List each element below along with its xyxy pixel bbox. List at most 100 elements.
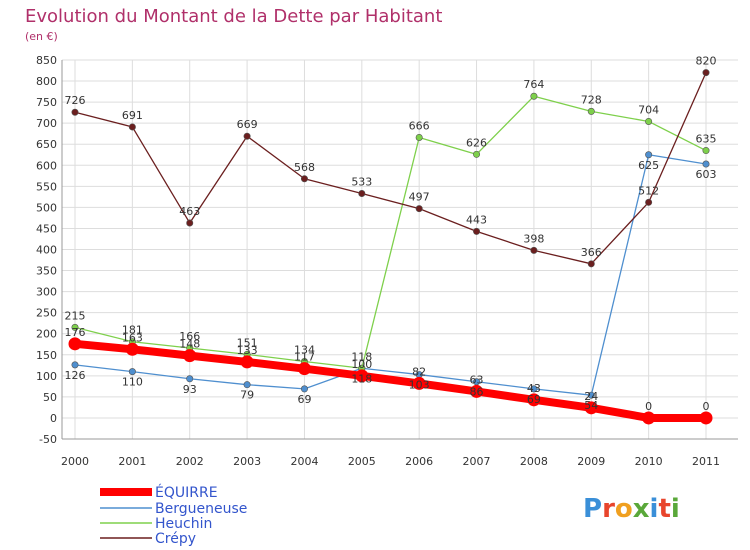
data-label: 820 [696, 55, 717, 68]
data-label: 704 [638, 103, 659, 116]
data-point [702, 160, 710, 168]
data-point [128, 123, 136, 131]
data-point [645, 151, 653, 159]
chart-subtitle: (en €) [25, 30, 58, 43]
logo-letter: i [650, 494, 659, 524]
data-label: 366 [581, 246, 602, 259]
data-label: 568 [294, 161, 315, 174]
y-tick-label: -50 [39, 433, 57, 446]
series-line-3 [74, 72, 707, 265]
x-tick-label: 2005 [348, 455, 376, 468]
x-tick-label: 2010 [635, 455, 663, 468]
y-tick-label: 250 [36, 307, 57, 320]
data-point [530, 385, 538, 393]
y-tick-label: 600 [36, 159, 57, 172]
series-group [68, 69, 713, 425]
data-label: 134 [294, 344, 315, 357]
legend-label: ÉQUIRRE [155, 484, 218, 501]
data-label: 163 [122, 331, 143, 344]
data-label: 764 [523, 78, 544, 91]
data-label: 398 [523, 232, 544, 245]
data-point [240, 355, 254, 369]
data-point [473, 227, 481, 235]
data-point [186, 375, 194, 383]
axes: -50 0 50 100 150 200 250 300 350 400 450 500 550 600 6… [36, 54, 738, 468]
data-point [71, 323, 79, 331]
x-tick-label: 2000 [61, 455, 89, 468]
data-label: 82 [412, 365, 426, 378]
x-tick-label: 2001 [118, 455, 146, 468]
logo-letter: i [671, 494, 680, 524]
data-point [702, 69, 710, 77]
data-label: 69 [527, 393, 541, 406]
legend-label: Crépy [155, 531, 196, 547]
data-point [128, 368, 136, 376]
data-point [125, 342, 139, 356]
data-point [530, 246, 538, 254]
data-point [587, 107, 595, 115]
data-point [530, 92, 538, 100]
data-point [470, 384, 484, 398]
y-tick-label: 850 [36, 54, 57, 67]
data-label: 726 [65, 94, 86, 107]
y-tick-label: 150 [36, 349, 57, 362]
logo-letter: o [615, 494, 633, 524]
data-label: 533 [351, 175, 372, 188]
series-line-1 [74, 154, 707, 396]
data-point [71, 361, 79, 369]
data-labels: 176 163 148 133 117 100 82 63 43 24 0 0 126 110 93 79 69… [65, 55, 717, 413]
x-tick-label: 2004 [290, 455, 318, 468]
data-point [183, 349, 197, 363]
data-point [642, 411, 656, 425]
data-point [412, 376, 426, 390]
y-tick-label: 50 [43, 391, 57, 404]
data-point [527, 393, 541, 407]
data-point [297, 362, 311, 376]
data-label: 669 [237, 118, 258, 131]
data-label: 86 [470, 386, 484, 399]
data-point [702, 147, 710, 155]
data-point [300, 385, 308, 393]
proxiti-logo: Proxiti [583, 494, 680, 524]
series-line-2 [74, 95, 707, 369]
data-point [71, 108, 79, 116]
y-tick-label: 200 [36, 328, 57, 341]
y-tick-label: 800 [36, 75, 57, 88]
y-tick-label: 450 [36, 222, 57, 235]
data-label: 79 [240, 389, 254, 402]
data-label: 176 [65, 326, 86, 339]
data-point [186, 219, 194, 227]
logo-letter: r [602, 494, 615, 524]
data-label: 24 [584, 390, 598, 403]
data-point [243, 381, 251, 389]
data-label: 603 [696, 168, 717, 181]
data-point [243, 132, 251, 140]
y-tick-label: 300 [36, 286, 57, 299]
data-label: 63 [470, 373, 484, 386]
x-tick-label: 2002 [176, 455, 204, 468]
x-tick-label: 2006 [405, 455, 433, 468]
legend-label: Heuchin [155, 516, 212, 532]
data-label: 626 [466, 136, 487, 149]
x-tick-label: 2007 [463, 455, 491, 468]
y-tick-label: 650 [36, 138, 57, 151]
data-label: 0 [703, 400, 710, 413]
y-tick-label: 400 [36, 244, 57, 257]
y-tick-label: 750 [36, 96, 57, 109]
data-point [645, 117, 653, 125]
data-point [584, 401, 598, 415]
x-tick-label: 2003 [233, 455, 261, 468]
data-label: 0 [645, 400, 652, 413]
data-label: 151 [237, 336, 258, 349]
logo-letter: x [633, 494, 650, 524]
data-label: 110 [122, 376, 143, 389]
y-tick-label: 0 [50, 412, 57, 425]
data-label: 118 [351, 350, 372, 363]
data-label: 117 [294, 351, 315, 364]
data-point [415, 205, 423, 213]
data-label: 181 [122, 324, 143, 337]
data-point [645, 198, 653, 206]
data-label: 133 [237, 344, 258, 357]
